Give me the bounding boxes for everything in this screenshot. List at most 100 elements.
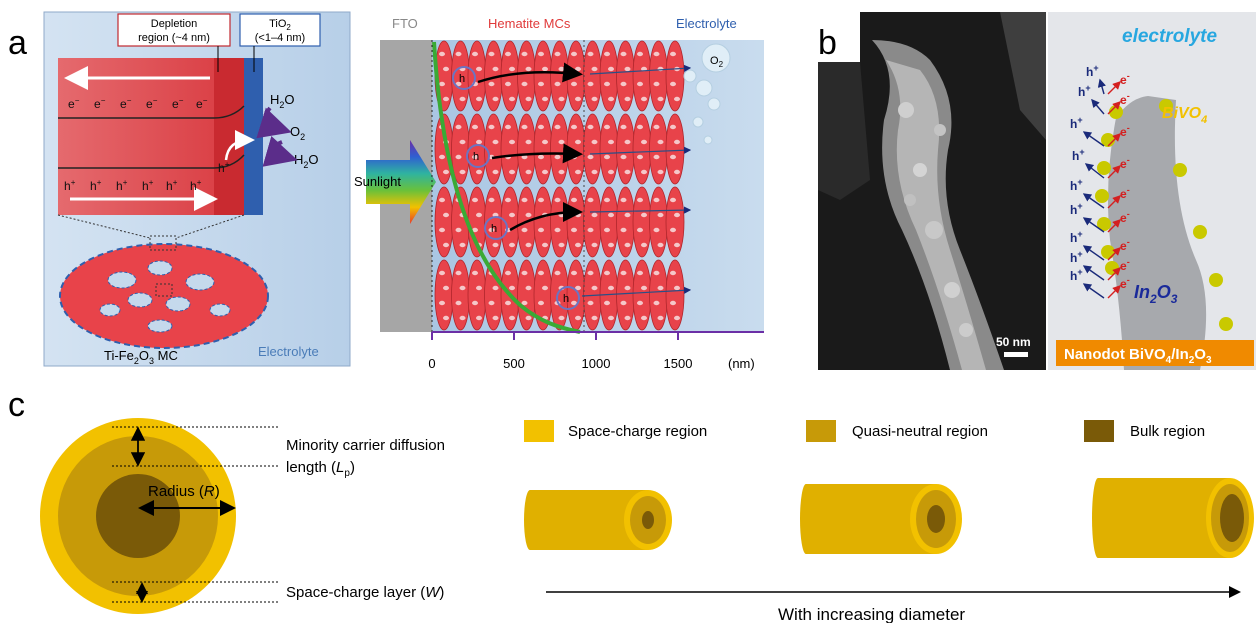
hematite-pore: [604, 197, 610, 203]
hematite-mc: [665, 186, 685, 258]
panel-b-letter: b: [818, 24, 837, 62]
hole-arrow: [1082, 265, 1105, 281]
hematite-pore: [558, 169, 565, 175]
hematite-pore: [538, 197, 544, 203]
hematite-pore: [571, 300, 577, 306]
mc-label: Ti-Fe2O3 MC: [104, 348, 178, 366]
hematite-pore: [608, 212, 614, 218]
hematite-pore: [587, 124, 594, 130]
hole-label: h+: [1078, 83, 1091, 99]
hematite-pore: [509, 169, 515, 175]
svg-text:h: h: [491, 223, 497, 235]
bivo4-nanodot: [1097, 161, 1111, 175]
hematite-pore: [637, 227, 643, 233]
radius-label: Radius (R): [148, 483, 220, 500]
hematite-pore: [542, 96, 548, 102]
hematite-pore: [674, 139, 680, 145]
hematite-pore: [571, 197, 577, 203]
hematite-pore: [604, 270, 610, 276]
svg-text:h+: h+: [166, 178, 178, 193]
fto-label: FTO: [392, 16, 418, 31]
hematite-pore: [653, 81, 660, 87]
hematite-pore: [509, 139, 515, 145]
electrolyte-b-label: electrolyte: [1122, 26, 1217, 47]
band-bending-curve: [432, 41, 581, 334]
hematite-pore: [571, 51, 577, 57]
hematite-pore: [674, 212, 680, 218]
hematite-pore: [554, 51, 561, 57]
hematite-pore: [455, 51, 462, 57]
depletion-label-box: [117, 13, 231, 47]
hematite-pore: [591, 66, 598, 72]
hematite-pore: [455, 81, 462, 87]
hematite-pore: [538, 270, 544, 276]
hematite-pore: [620, 270, 627, 276]
hematite-pore: [608, 242, 614, 248]
hematite-pore: [641, 212, 647, 218]
hematite-pore: [670, 197, 676, 203]
hematite-pore: [542, 66, 548, 72]
hematite-pore: [542, 285, 548, 291]
hematite-pore: [624, 169, 631, 175]
hematite-pore: [525, 96, 532, 102]
hematite-pore: [538, 227, 544, 233]
hematite-pore: [620, 154, 627, 160]
hematite-pore: [558, 139, 565, 145]
hematite-pore: [591, 96, 598, 102]
bivo4-nanodot: [1159, 99, 1173, 113]
hematite-pore: [657, 315, 664, 321]
axis-unit: (nm): [728, 356, 755, 371]
hematite-pore: [620, 81, 627, 87]
hole-label: h+: [1070, 267, 1083, 283]
hematite-pore: [571, 81, 577, 87]
electron-label: e-: [1120, 91, 1130, 107]
tio2-label-1: TiO2: [269, 18, 291, 32]
panel-a-right: FTO Hematite MCs Electrolyte O2 Sunlight…: [354, 16, 764, 371]
diffusion-label-1: Minority carrier diffusion: [286, 437, 445, 454]
hematite-pore: [604, 51, 610, 57]
hematite-pore: [439, 270, 445, 276]
hematite-pore: [637, 81, 643, 87]
in2o3-label: In2O3: [1134, 282, 1178, 306]
bivo4-nanodot: [1105, 261, 1119, 275]
electrolyte-right-label: Electrolyte: [676, 16, 737, 31]
hematite-pore: [521, 51, 528, 57]
space-charge-layer-label: Space-charge layer (W): [286, 584, 444, 601]
hematite-pore: [587, 51, 594, 57]
hematite-pore: [455, 124, 462, 130]
hole-row: h+ h+ h+ h+ h+ h+ h+: [64, 160, 230, 193]
hematite-pore: [492, 66, 499, 72]
hematite-pore: [525, 66, 532, 72]
electron-label: e-: [1120, 185, 1130, 201]
sunlight-arrow: [366, 140, 436, 224]
hematite-pore: [476, 169, 482, 175]
sem-image: 50 nm: [818, 12, 1046, 370]
hematite-pore: [521, 197, 528, 203]
scale-bar-label: 50 nm: [996, 335, 1031, 349]
bivo4-nanodot: [1193, 225, 1207, 239]
hole-arrow: [1091, 98, 1105, 115]
hematite-pore: [608, 169, 614, 175]
hematite-pore: [455, 300, 462, 306]
electron-arrow: [1107, 247, 1121, 261]
hematite-pore: [443, 315, 449, 321]
hematite-pore: [670, 270, 676, 276]
hematite-pore: [641, 139, 647, 145]
hematite-pore: [459, 285, 466, 291]
hematite-pore: [571, 270, 577, 276]
hematite-pore: [509, 212, 515, 218]
hematite-pore: [591, 169, 598, 175]
axis-tick-label: 1000: [582, 356, 611, 371]
svg-text:h+: h+: [142, 178, 154, 193]
hematite-pore: [472, 154, 478, 160]
hole-arrow: [1082, 193, 1105, 209]
hematite-pore: [641, 96, 647, 102]
hematite-pore: [443, 285, 449, 291]
hematite-pore: [439, 81, 445, 87]
hematite-pore: [641, 169, 647, 175]
hematite-pore: [575, 96, 581, 102]
hematite-pore: [670, 81, 676, 87]
electron-label: e-: [1120, 275, 1130, 291]
diffusion-label-2: length (Lp): [286, 459, 355, 479]
hematite-pore: [521, 154, 528, 160]
